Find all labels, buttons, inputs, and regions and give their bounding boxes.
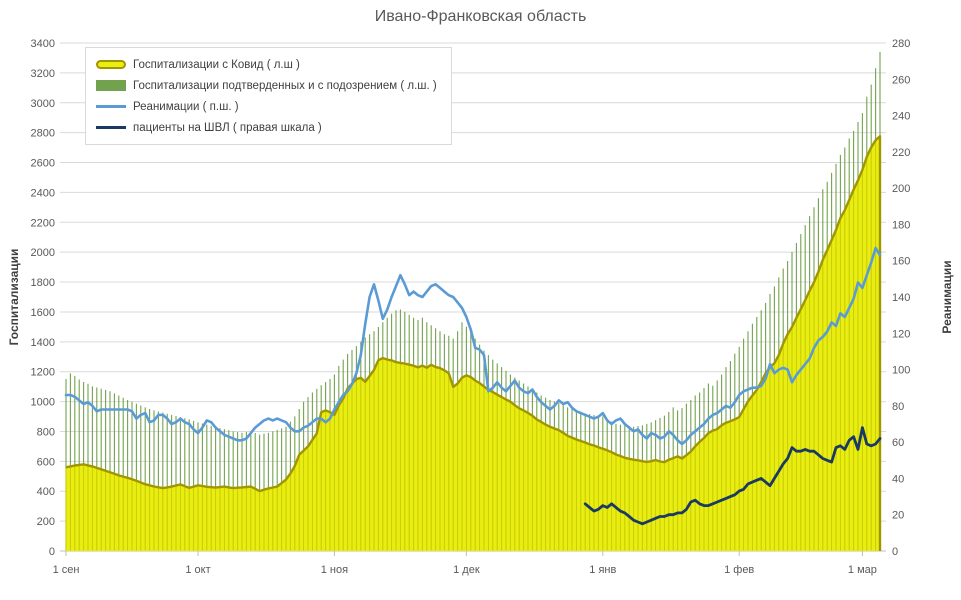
svg-text:1600: 1600 <box>31 307 55 319</box>
svg-text:40: 40 <box>892 473 904 485</box>
svg-text:3200: 3200 <box>31 68 55 80</box>
legend-label-reanimation: Реанимации ( п.ш. ) <box>133 100 239 113</box>
svg-text:1 окт: 1 окт <box>185 564 210 576</box>
svg-text:3000: 3000 <box>31 98 55 110</box>
svg-text:2400: 2400 <box>31 187 55 199</box>
legend-label-hosp-total: Госпитализации подтверденных и с подозре… <box>133 79 437 92</box>
svg-text:0: 0 <box>49 546 55 558</box>
legend-item-hosp-covid: Госпитализации с Ковид ( л.ш ) <box>96 56 437 73</box>
svg-text:120: 120 <box>892 328 910 340</box>
green-bar-swatch-icon <box>96 80 126 91</box>
svg-text:1800: 1800 <box>31 277 55 289</box>
svg-text:2800: 2800 <box>31 128 55 140</box>
svg-text:0: 0 <box>892 546 898 558</box>
svg-text:2000: 2000 <box>31 247 55 259</box>
blue-line-swatch-icon <box>96 104 126 109</box>
svg-text:2600: 2600 <box>31 158 55 170</box>
svg-text:1000: 1000 <box>31 397 55 409</box>
yellow-area-swatch-icon <box>96 60 126 69</box>
navy-line-swatch-icon <box>96 125 126 130</box>
legend-label-hosp-covid: Госпитализации с Ковид ( л.ш ) <box>133 58 300 71</box>
svg-text:180: 180 <box>892 219 910 231</box>
svg-text:280: 280 <box>892 38 910 50</box>
svg-text:260: 260 <box>892 74 910 86</box>
legend-item-reanimation: Реанимации ( п.ш. ) <box>96 98 437 115</box>
svg-text:1200: 1200 <box>31 367 55 379</box>
svg-text:240: 240 <box>892 111 910 123</box>
svg-text:60: 60 <box>892 437 904 449</box>
svg-text:100: 100 <box>892 365 910 377</box>
svg-text:200: 200 <box>892 183 910 195</box>
svg-text:1 мар: 1 мар <box>848 564 877 576</box>
svg-text:400: 400 <box>37 486 55 498</box>
svg-text:200: 200 <box>37 516 55 528</box>
svg-text:800: 800 <box>37 426 55 438</box>
svg-text:3400: 3400 <box>31 38 55 50</box>
svg-text:1 фев: 1 фев <box>724 564 754 576</box>
legend-item-ventilator: пациенты на ШВЛ ( правая шкала ) <box>96 119 437 136</box>
svg-text:20: 20 <box>892 510 904 522</box>
svg-text:160: 160 <box>892 256 910 268</box>
svg-text:1 дек: 1 дек <box>453 564 480 576</box>
svg-text:1 ноя: 1 ноя <box>321 564 348 576</box>
svg-text:1 янв: 1 янв <box>589 564 616 576</box>
legend-label-ventilator: пациенты на ШВЛ ( правая шкала ) <box>133 121 322 134</box>
chart-title: Ивано-Франковская область <box>374 8 587 25</box>
svg-text:1400: 1400 <box>31 337 55 349</box>
svg-text:600: 600 <box>37 456 55 468</box>
svg-text:140: 140 <box>892 292 910 304</box>
svg-text:220: 220 <box>892 147 910 159</box>
legend: Госпитализации с Ковид ( л.ш ) Госпитали… <box>85 47 452 145</box>
svg-text:80: 80 <box>892 401 904 413</box>
legend-item-hosp-total: Госпитализации подтверденных и с подозре… <box>96 77 437 94</box>
svg-text:1 сен: 1 сен <box>53 564 80 576</box>
svg-text:2200: 2200 <box>31 217 55 229</box>
